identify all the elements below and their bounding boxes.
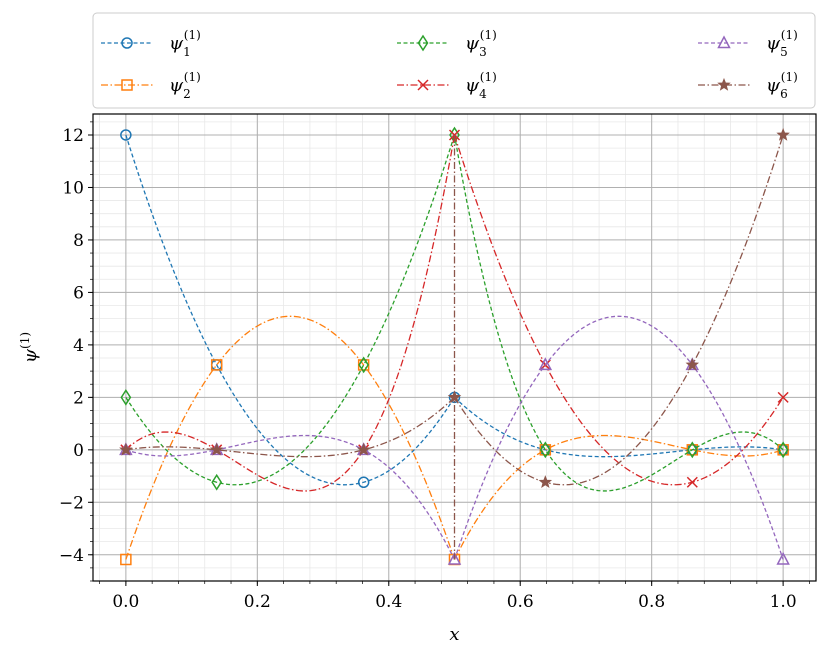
y-tick-label: 12 [62, 126, 84, 146]
data-point [776, 127, 790, 141]
y-tick-label: 8 [73, 231, 84, 251]
data-point [210, 359, 223, 371]
y-tick-label: 0 [73, 441, 84, 461]
data-point [539, 441, 551, 459]
data-point [777, 441, 789, 459]
legend-label: ψ4(1) [465, 70, 497, 101]
legend-label: ψ6(1) [766, 70, 798, 101]
data-point [119, 442, 133, 456]
series-line [125, 315, 784, 560]
plot-series [119, 126, 790, 566]
y-tick-label: −4 [59, 546, 84, 566]
legend-label: ψ3(1) [465, 28, 497, 59]
data-point [538, 475, 553, 488]
x-tick-label: 0.4 [375, 592, 402, 612]
legend-item: ψ2(1) [101, 70, 201, 101]
x-axis-label: x [449, 624, 459, 645]
x-tick-label: 0.6 [507, 592, 534, 612]
legend-marker [717, 35, 731, 49]
data-point [538, 357, 553, 371]
legend-item: ψ6(1) [698, 70, 798, 101]
data-point [685, 357, 700, 371]
x-tick-label: 0.2 [244, 592, 271, 612]
legend-marker [717, 77, 731, 91]
y-tick-label: 6 [73, 283, 84, 303]
data-point [120, 388, 132, 406]
y-axis-label: ψ(1) [18, 332, 41, 363]
series-3 [120, 126, 789, 492]
legend-item: ψ5(1) [698, 28, 798, 59]
data-point [686, 476, 698, 488]
legend-label: ψ5(1) [766, 28, 798, 59]
legend-box [92, 12, 816, 109]
legend-label: ψ1(1) [169, 28, 201, 59]
legend-item: ψ1(1) [101, 28, 201, 59]
legend-marker [417, 34, 429, 52]
plot-frame [92, 113, 817, 582]
x-tick-label: 0.8 [638, 592, 665, 612]
y-tick-label: 4 [73, 336, 84, 356]
series-line [125, 315, 784, 560]
series-6 [119, 127, 790, 488]
legend-marker [417, 79, 429, 91]
data-point [211, 473, 223, 491]
data-point [120, 553, 132, 566]
y-tick-label: 2 [73, 388, 84, 408]
data-point [447, 551, 462, 565]
legend-item: ψ4(1) [397, 70, 497, 101]
data-point [776, 551, 790, 565]
x-tick-label: 1.0 [770, 592, 797, 612]
legend-item: ψ3(1) [397, 28, 497, 59]
data-point [357, 476, 370, 488]
legend-marker [121, 79, 133, 91]
legend: ψ1(1) ψ2(1) ψ3(1) ψ4(1) ψ5(1) ψ6(1) [92, 12, 816, 109]
data-point [777, 391, 789, 403]
data-point [356, 442, 371, 456]
axis-ticks: 0.0 0.2 0.4 0.6 0.8 1.0 −4 −2 0 2 4 6 8 10 12 [59, 121, 810, 612]
data-point [120, 129, 132, 141]
series-line [125, 134, 784, 486]
y-tick-label: −2 [59, 493, 84, 513]
x-tick-label: 0.0 [112, 592, 139, 612]
legend-marker [121, 37, 133, 49]
y-tick-label: 10 [62, 178, 84, 198]
series-line [125, 134, 784, 492]
data-point [686, 441, 698, 459]
data-point [358, 356, 370, 374]
legend-label: ψ2(1) [169, 70, 201, 101]
series-line [125, 134, 784, 486]
data-point [209, 442, 224, 456]
